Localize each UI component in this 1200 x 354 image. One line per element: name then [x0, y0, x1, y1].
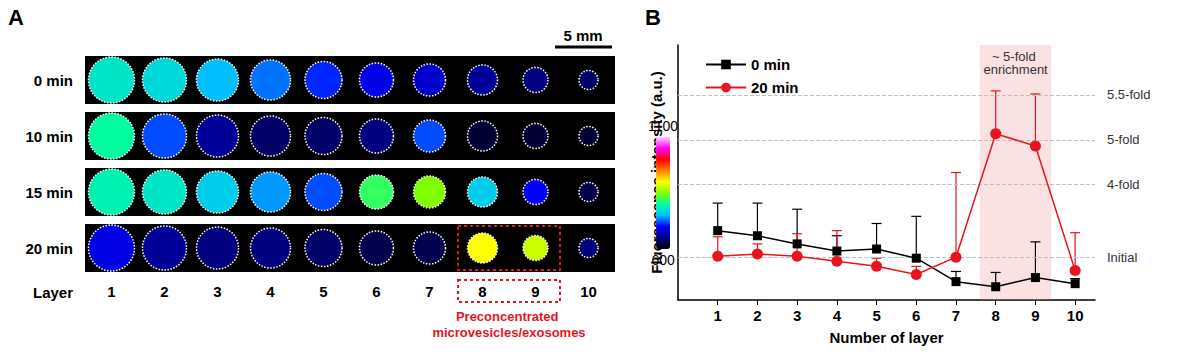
- svg-text:1: 1: [714, 307, 722, 324]
- svg-text:Preconcentrated: Preconcentrated: [456, 309, 562, 324]
- svg-text:9: 9: [531, 283, 539, 300]
- svg-text:0 min: 0 min: [751, 56, 790, 73]
- svg-text:10 min: 10 min: [25, 128, 73, 145]
- svg-text:5.5-fold: 5.5-fold: [1107, 87, 1150, 102]
- svg-text:0 min: 0 min: [34, 72, 73, 89]
- svg-text:1100: 1100: [648, 118, 678, 134]
- svg-text:10: 10: [1067, 307, 1084, 324]
- svg-text:microvesicles/exosomes: microvesicles/exosomes: [432, 325, 585, 340]
- svg-text:5: 5: [319, 283, 327, 300]
- svg-text:Initial: Initial: [1107, 250, 1137, 265]
- svg-text:~ 5-fold: ~ 5-fold: [991, 49, 1040, 64]
- svg-text:3: 3: [793, 307, 801, 324]
- svg-text:4-fold: 4-fold: [1107, 177, 1140, 192]
- svg-text:10: 10: [580, 283, 597, 300]
- svg-text:Number of layer: Number of layer: [829, 329, 943, 346]
- svg-text:Layer: Layer: [33, 284, 73, 301]
- svg-text:4: 4: [833, 307, 842, 324]
- svg-text:B: B: [645, 5, 661, 30]
- svg-text:15 min: 15 min: [25, 184, 73, 201]
- svg-text:8: 8: [992, 307, 1000, 324]
- svg-text:5-fold: 5-fold: [1107, 132, 1140, 147]
- svg-text:600: 600: [651, 252, 675, 268]
- svg-text:5: 5: [872, 307, 880, 324]
- svg-text:9: 9: [1031, 307, 1039, 324]
- svg-text:6: 6: [372, 283, 380, 300]
- svg-text:enrichment: enrichment: [983, 62, 1048, 77]
- svg-text:7: 7: [952, 307, 960, 324]
- svg-text:2: 2: [160, 283, 168, 300]
- svg-text:8: 8: [478, 283, 486, 300]
- svg-text:20 min: 20 min: [25, 240, 73, 257]
- svg-text:6: 6: [912, 307, 920, 324]
- svg-text:4: 4: [266, 283, 275, 300]
- svg-text:2: 2: [753, 307, 761, 324]
- svg-text:7: 7: [425, 283, 433, 300]
- svg-text:1: 1: [107, 283, 115, 300]
- svg-text:5 mm: 5 mm: [563, 27, 602, 44]
- svg-text:20 min: 20 min: [751, 79, 799, 96]
- svg-text:3: 3: [213, 283, 221, 300]
- svg-text:A: A: [8, 5, 24, 30]
